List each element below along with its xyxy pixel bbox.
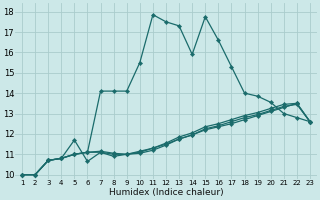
X-axis label: Humidex (Indice chaleur): Humidex (Indice chaleur)	[109, 188, 223, 197]
